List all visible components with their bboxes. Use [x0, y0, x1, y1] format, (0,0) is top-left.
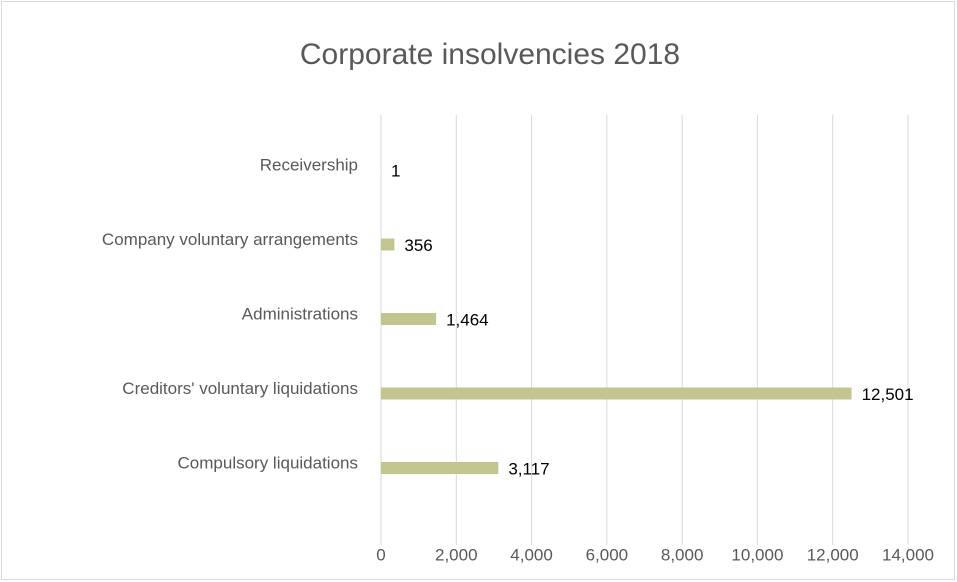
- x-tick-label: 10,000: [731, 545, 783, 564]
- x-tick-label: 6,000: [586, 545, 629, 564]
- y-tick-label: Receivership: [260, 155, 358, 174]
- x-tick-label: 14,000: [882, 545, 934, 564]
- x-tick-label: 2,000: [435, 545, 478, 564]
- bar: [381, 462, 499, 474]
- bar: [381, 387, 852, 400]
- y-tick-label: Administrations: [242, 304, 358, 323]
- value-label: 356: [404, 236, 432, 255]
- value-label: 12,501: [862, 385, 914, 404]
- x-tick-label: 12,000: [807, 545, 859, 564]
- x-tick-label: 8,000: [661, 545, 704, 564]
- y-tick-label: Company voluntary arrangements: [102, 230, 358, 249]
- value-label: 3,117: [508, 459, 549, 478]
- y-tick-label: Compulsory liquidations: [178, 453, 358, 472]
- y-tick-label: Creditors' voluntary liquidations: [122, 379, 358, 398]
- bar: [381, 238, 395, 251]
- bar: [381, 313, 437, 325]
- x-tick-label: 0: [376, 545, 385, 564]
- chart-title: Corporate insolvencies 2018: [300, 38, 680, 71]
- value-label: 1: [391, 161, 400, 180]
- x-tick-label: 4,000: [510, 545, 553, 564]
- value-label: 1,464: [446, 310, 489, 329]
